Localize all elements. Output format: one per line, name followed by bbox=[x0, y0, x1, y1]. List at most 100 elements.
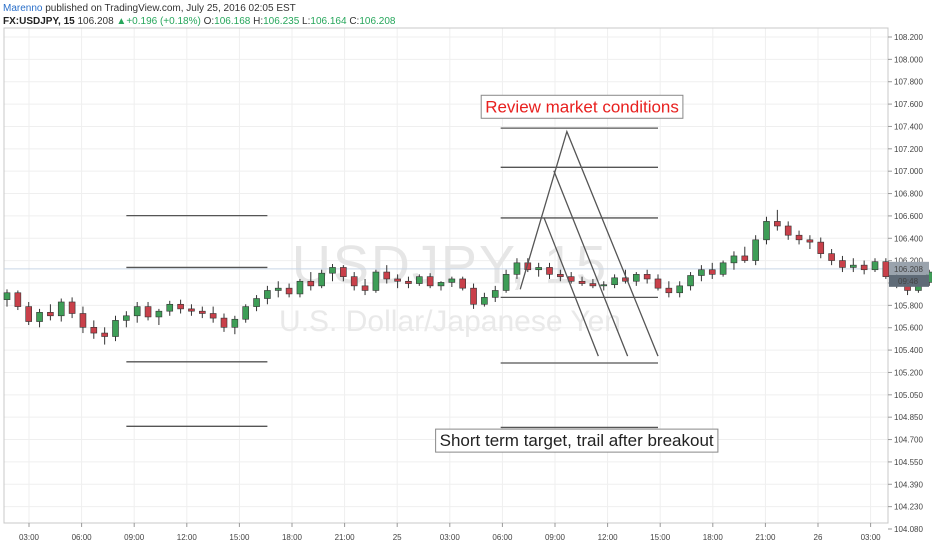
x-tick-label: 03:00 bbox=[440, 533, 461, 542]
low-value: 106.164 bbox=[310, 16, 347, 27]
y-tick-label: 107.600 bbox=[894, 100, 923, 109]
y-tick-label: 104.850 bbox=[894, 413, 923, 422]
candle-body bbox=[112, 320, 119, 337]
x-tick-label: 03:00 bbox=[861, 533, 882, 542]
candle-body bbox=[763, 221, 770, 241]
horizontal-levels bbox=[126, 127, 658, 429]
candle-body bbox=[253, 298, 260, 307]
y-tick-label: 107.000 bbox=[894, 167, 923, 176]
candle-body bbox=[394, 278, 401, 282]
x-tick-label: 06:00 bbox=[72, 533, 93, 542]
y-tick-label: 106.200 bbox=[894, 257, 923, 266]
x-tick-label: 12:00 bbox=[598, 533, 619, 542]
candles bbox=[3, 209, 932, 345]
candle-body bbox=[882, 261, 890, 277]
y-tick-label: 105.400 bbox=[894, 346, 923, 355]
candle-body bbox=[654, 278, 662, 289]
candle-body bbox=[285, 287, 293, 295]
y-tick-label: 104.390 bbox=[894, 480, 923, 489]
x-tick-label: 09:00 bbox=[124, 533, 145, 542]
candle-body bbox=[828, 253, 835, 261]
candle-body bbox=[209, 313, 217, 319]
candle-body bbox=[307, 280, 315, 287]
x-tick-label: 09:00 bbox=[545, 533, 566, 542]
annotation-text: Review market conditions bbox=[485, 97, 679, 116]
y-tick-label: 105.050 bbox=[894, 391, 923, 400]
candle-body bbox=[329, 267, 336, 274]
candle-body bbox=[166, 303, 174, 312]
y-tick-label: 107.400 bbox=[894, 122, 923, 131]
candle-body bbox=[719, 262, 727, 275]
time-axis[interactable]: 03:00 06:00 09:00 12:00 15:00 18:00 21:00 25 03:… bbox=[19, 523, 881, 542]
x-tick-label: 18:00 bbox=[703, 533, 724, 542]
candle-body bbox=[470, 287, 477, 305]
candle-body bbox=[752, 239, 759, 261]
x-tick-label: 15:00 bbox=[650, 533, 671, 542]
countdown-label: 09:48 bbox=[898, 277, 919, 286]
y-tick-label: 106.800 bbox=[894, 190, 923, 199]
candle-body bbox=[340, 267, 347, 277]
candle-body bbox=[459, 278, 467, 289]
countdown-tag-bg bbox=[889, 274, 929, 287]
candle-body bbox=[242, 306, 249, 320]
candle-body bbox=[188, 308, 195, 312]
y-tick-label: 108.200 bbox=[894, 33, 923, 42]
candle-body bbox=[437, 282, 445, 287]
y-tick-label: 105.200 bbox=[894, 368, 923, 377]
candle-body bbox=[90, 327, 98, 334]
candle-body bbox=[730, 255, 738, 264]
candle-body bbox=[448, 278, 456, 283]
annotation-text: Short term target, trail after breakout bbox=[440, 431, 714, 450]
candle-body bbox=[784, 225, 792, 236]
candle-body bbox=[557, 274, 564, 277]
y-tick-label: 104.700 bbox=[894, 436, 923, 445]
candle-body bbox=[155, 310, 163, 318]
x-tick-label: 06:00 bbox=[492, 533, 513, 542]
low-label: L: bbox=[302, 16, 311, 27]
candle-body bbox=[220, 317, 228, 328]
candle-body bbox=[199, 310, 206, 314]
last-price-tag: 106.208 09:48 bbox=[889, 261, 929, 287]
candle-body bbox=[231, 318, 239, 328]
y-tick-label: 104.080 bbox=[894, 525, 923, 534]
candle-body bbox=[79, 313, 87, 328]
candle-body bbox=[741, 255, 749, 261]
y-tick-label: 105.800 bbox=[894, 301, 923, 310]
candle-body bbox=[795, 234, 803, 241]
chart-header: Marenno published on TradingView.com, Ju… bbox=[3, 2, 395, 28]
candle-body bbox=[806, 239, 814, 243]
close-label: C: bbox=[349, 16, 360, 27]
candle-body bbox=[101, 332, 108, 337]
candle-body bbox=[578, 280, 586, 284]
candle-body bbox=[350, 276, 358, 287]
candle-body bbox=[274, 287, 282, 291]
price-tag-bg bbox=[889, 261, 929, 275]
watermark-name: U.S. Dollar/Japanese Yen bbox=[279, 305, 621, 338]
y-tick-label: 107.200 bbox=[894, 145, 923, 154]
x-tick-label: 15:00 bbox=[229, 533, 250, 542]
candle-body bbox=[698, 269, 705, 276]
symbol-label[interactable]: FX:USDJPY, 15 bbox=[3, 16, 75, 27]
y-tick-label: 104.550 bbox=[894, 458, 923, 467]
candle-body bbox=[687, 275, 694, 287]
candle-body bbox=[318, 272, 325, 287]
candle-body bbox=[676, 285, 684, 294]
author-link[interactable]: Marenno bbox=[3, 3, 43, 14]
candle-body bbox=[708, 269, 716, 275]
candle-body bbox=[57, 301, 65, 317]
candle-body bbox=[502, 274, 510, 291]
candle-body bbox=[774, 221, 781, 227]
annotations: Review market conditions Short term targe… bbox=[435, 94, 719, 453]
x-tick-label: 25 bbox=[393, 533, 402, 542]
candle-body bbox=[296, 280, 304, 295]
x-tick-label: 26 bbox=[814, 533, 823, 542]
candle-body bbox=[123, 315, 130, 321]
candle-body bbox=[535, 267, 542, 271]
candle-body bbox=[14, 292, 22, 307]
y-tick-label: 107.800 bbox=[894, 78, 923, 87]
candle-body bbox=[264, 290, 271, 299]
ohlc-line: FX:USDJPY, 15 106.208 ▲+0.196 (+0.18%) O… bbox=[3, 15, 395, 28]
watermark-symbol: USDJPY, 15 bbox=[292, 235, 608, 295]
candle-body bbox=[361, 285, 369, 291]
